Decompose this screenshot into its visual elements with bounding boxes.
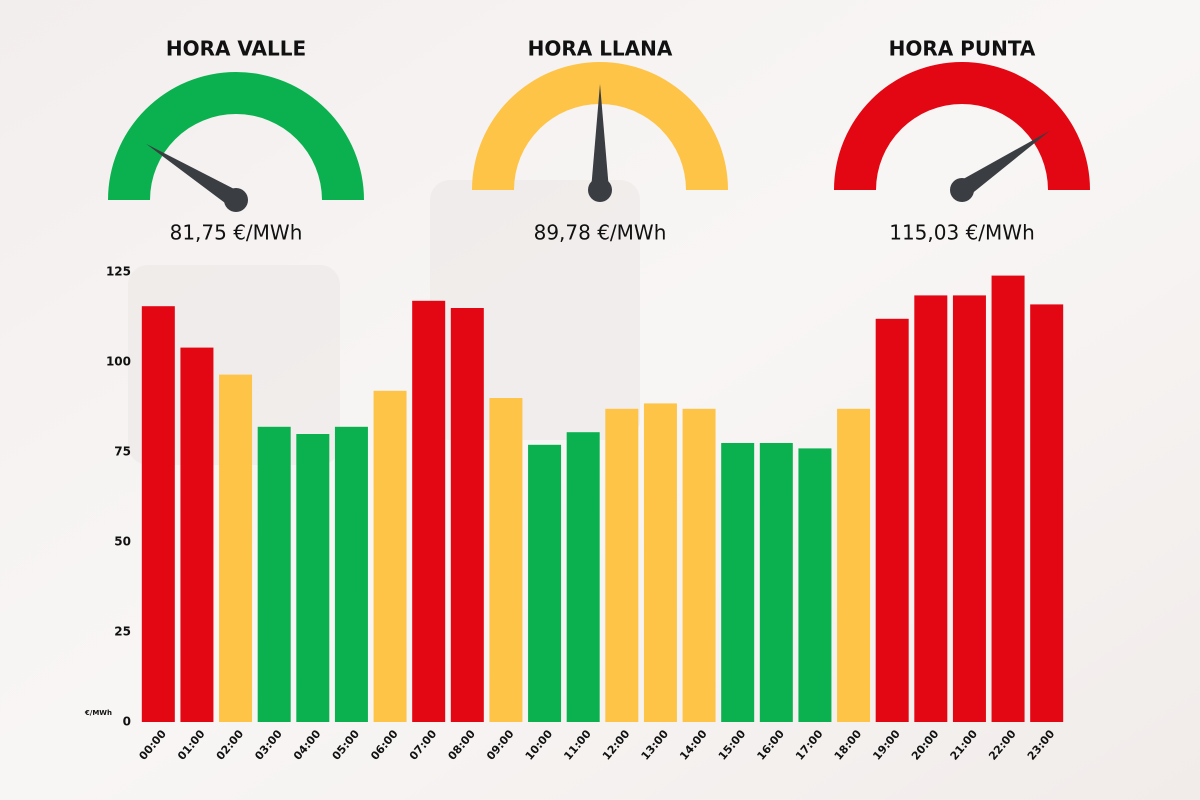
bar [219,374,253,722]
bar [296,434,330,722]
y-tick-label: 25 [114,625,131,639]
bar [798,448,832,722]
bar [1030,304,1064,722]
gauge-arc [108,72,364,200]
bar [412,300,446,722]
y-tick-label: 0 [123,715,131,729]
bar [334,426,368,722]
bar [837,408,871,722]
gauge-arc [834,62,1090,190]
bar [991,275,1025,722]
y-tick-label: 125 [106,265,131,279]
bar [721,443,755,722]
bar [373,390,407,722]
bar [875,318,909,722]
gauge-title: HORA VALLE [166,37,306,61]
y-axis-label: €/MWh [84,709,112,717]
gauge-value: 89,78 €/MWh [534,221,667,245]
gauge-needle [591,84,609,190]
bar [914,295,948,722]
bar [141,306,175,722]
bar [952,295,986,722]
bar [759,443,793,722]
bar [528,444,562,722]
gauge-title: HORA LLANA [528,37,673,61]
bar [180,347,214,722]
gauge-value: 115,03 €/MWh [889,221,1035,245]
y-tick-label: 50 [114,535,131,549]
y-tick-label: 100 [106,355,131,369]
gauge-arc [472,62,728,190]
bar [643,403,677,722]
gauge-value: 81,75 €/MWh [170,221,303,245]
bar [489,398,523,722]
gauge-hub [588,178,612,202]
bar [257,426,291,722]
gauge-needle [146,143,241,208]
bar [682,408,716,722]
gauge-title: HORA PUNTA [889,37,1036,61]
bar [566,432,600,722]
gauge-hub [950,178,974,202]
bar [605,408,639,722]
y-tick-label: 75 [114,445,131,459]
bar [450,308,484,722]
gauge-hub [224,188,248,212]
gauge-needle [956,130,1050,198]
